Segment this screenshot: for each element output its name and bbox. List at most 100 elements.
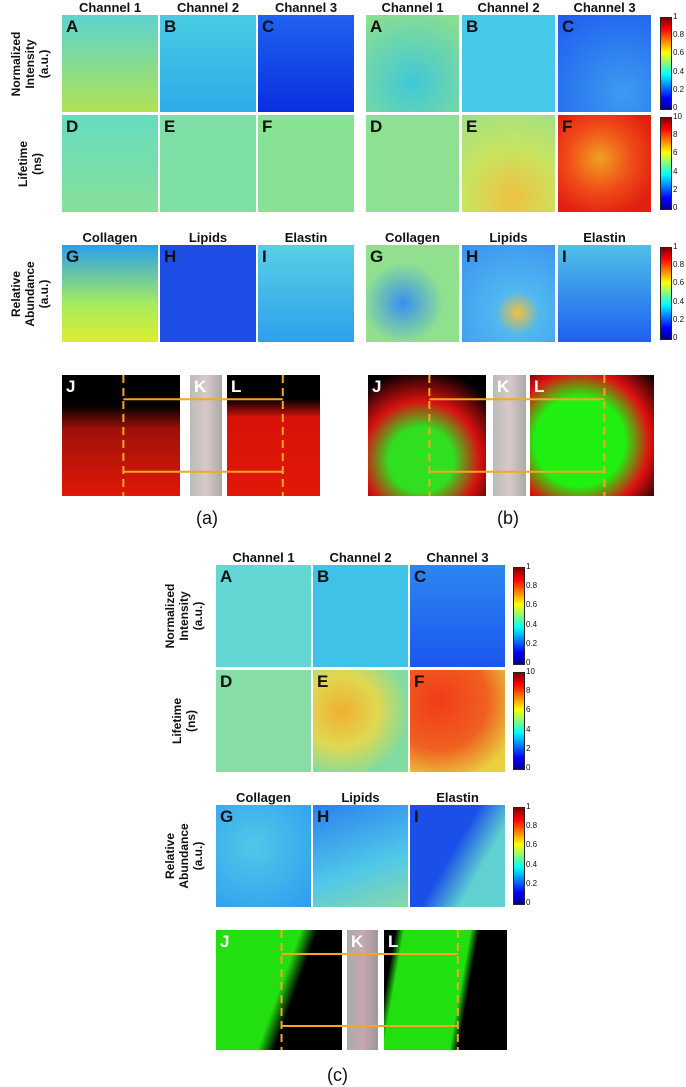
panel-label: B [164, 17, 177, 36]
colorbar [513, 807, 525, 905]
image-panel [558, 15, 651, 112]
image-panel [62, 115, 158, 212]
colorbar-tick: 0.2 [526, 638, 538, 648]
column-header: Channel 2 [477, 0, 540, 15]
colorbar-tick: 2 [526, 743, 531, 753]
panel-label: E [317, 672, 329, 691]
colorbar [660, 17, 672, 110]
histology-image [493, 375, 526, 496]
panel-label: K [497, 377, 510, 396]
histology-image [62, 375, 180, 496]
panel-label: G [220, 807, 234, 826]
colorbar [660, 247, 672, 340]
panel-label: J [220, 932, 230, 951]
image-panel [62, 245, 158, 342]
panel-label: A [220, 567, 233, 586]
colorbar-tick: 4 [673, 166, 678, 176]
image-panel [62, 15, 158, 112]
column-header: Channel 1 [232, 550, 295, 565]
figure-caption: (c) [327, 1065, 348, 1085]
image-panel [313, 670, 408, 772]
figure-caption: (b) [497, 508, 519, 528]
colorbar [513, 567, 525, 665]
colorbar-tick: 0.8 [526, 581, 538, 591]
image-panel [410, 805, 505, 907]
colorbar-tick: 0.4 [526, 859, 538, 869]
colorbar-tick: 1 [526, 562, 531, 571]
image-panel [258, 245, 354, 342]
image-panel [558, 245, 651, 342]
colorbar-tick: 10 [673, 112, 682, 121]
image-panel [313, 565, 408, 667]
column-header: Elastin [436, 790, 479, 805]
panel-label: F [262, 117, 273, 136]
colorbar-tick: 0.8 [673, 30, 685, 40]
image-panel [366, 15, 459, 112]
colorbar-tick: 10 [526, 667, 535, 676]
histology-image [216, 930, 342, 1050]
colorbar-tick: 8 [673, 130, 678, 140]
panel-label: J [372, 377, 382, 396]
panel-label: G [370, 247, 384, 266]
colorbar-tick: 0.4 [526, 619, 538, 629]
colorbar-tick: 0.2 [673, 314, 685, 324]
column-header: Collagen [385, 230, 440, 245]
panel-label: I [414, 807, 419, 826]
panel-label: H [317, 807, 330, 826]
panel-label: F [562, 117, 573, 136]
panel-label: E [164, 117, 176, 136]
colorbar-tick: 1 [673, 242, 678, 251]
column-header: Elastin [284, 230, 328, 245]
column-header: Collagen [82, 230, 138, 245]
colorbar-tick: 6 [526, 705, 531, 715]
panel-label: C [562, 17, 575, 36]
colorbar-tick: 0.4 [673, 66, 685, 76]
colorbar-tick: 0 [526, 763, 531, 772]
colorbar-tick: 4 [526, 724, 531, 734]
panel-label: H [164, 247, 177, 266]
column-header: Lipids [188, 230, 228, 245]
image-panel [558, 115, 651, 212]
column-header: Elastin [583, 230, 626, 245]
image-panel [462, 15, 555, 112]
image-panel [410, 670, 505, 772]
colorbar-tick: 0.6 [526, 600, 538, 610]
colorbar-tick: 1 [673, 12, 678, 21]
image-panel [216, 670, 311, 772]
image-panel [366, 245, 459, 342]
panel-label: E [466, 117, 478, 136]
colorbar-tick: 0.4 [673, 296, 685, 306]
image-panel [160, 245, 256, 342]
panel-label: C [414, 567, 427, 586]
panel-label: K [194, 377, 207, 396]
colorbar-tick: 0.6 [526, 840, 538, 850]
column-header: Channel 1 [78, 0, 142, 15]
colorbar-tick: 0.6 [673, 278, 685, 288]
panel-label: B [466, 17, 479, 36]
panel-label: A [370, 17, 383, 36]
histology-image [368, 375, 486, 496]
colorbar-tick: 0 [673, 203, 678, 212]
histology-image [347, 930, 378, 1050]
panel-label: D [370, 117, 383, 136]
colorbar-tick: 0.8 [673, 260, 685, 270]
image-panel [410, 565, 505, 667]
histology-image [530, 375, 654, 496]
image-panel [462, 115, 555, 212]
colorbar-tick: 0 [673, 333, 678, 342]
column-header: Lipids [489, 230, 528, 245]
panel-label: D [220, 672, 233, 691]
column-header: Channel 1 [381, 0, 444, 15]
colorbar-tick: 0 [673, 103, 678, 112]
image-panel [462, 245, 555, 342]
column-header: Channel 3 [426, 550, 489, 565]
image-panel [366, 115, 459, 212]
colorbar-tick: 0.2 [673, 84, 685, 94]
image-panel [313, 805, 408, 907]
panel-label: L [534, 377, 545, 396]
colorbar-tick: 0.2 [526, 878, 538, 888]
panel-label: B [317, 567, 330, 586]
colorbar-tick: 2 [673, 184, 678, 194]
panel-label: C [262, 17, 275, 36]
column-header: Collagen [236, 790, 291, 805]
